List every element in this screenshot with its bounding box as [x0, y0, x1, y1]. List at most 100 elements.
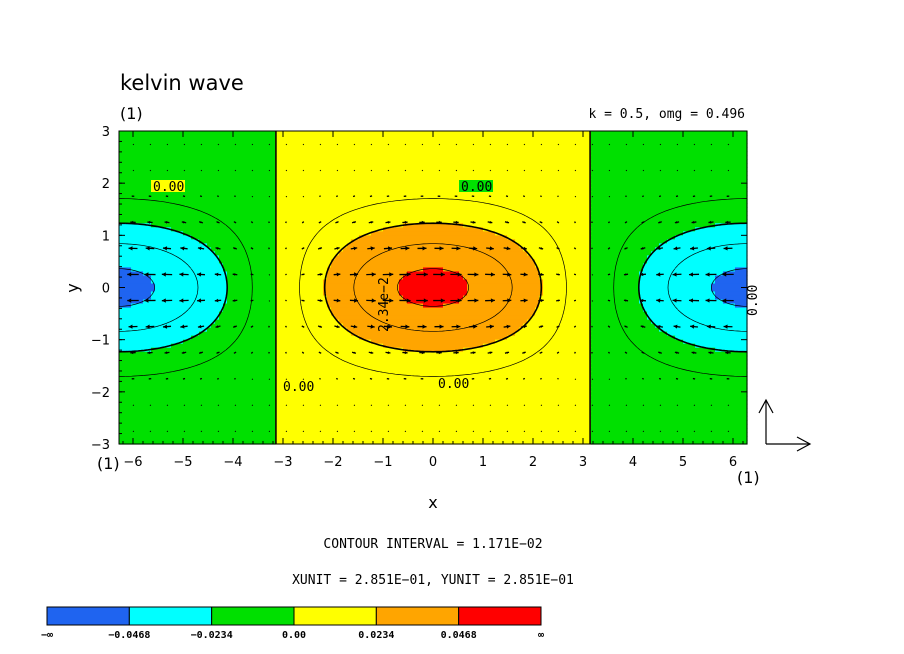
vector-arrow: [421, 430, 424, 433]
vector-arrow: [471, 377, 475, 380]
vector-arrow: [336, 430, 339, 433]
contour-fill-cell: [143, 299, 228, 305]
contour-fill-cell: [591, 255, 648, 261]
contour-fill-cell: [403, 347, 464, 353]
vector-arrow: [658, 351, 662, 354]
vector-arrow: [705, 298, 717, 303]
contour-fill-cell: [119, 391, 276, 397]
contour-fill-cell: [275, 251, 340, 256]
vector-arrow: [369, 377, 373, 380]
vector-arrow: [182, 377, 186, 380]
vector-arrow: [179, 272, 189, 277]
vector-arrow: [433, 298, 445, 303]
vector-arrow: [659, 169, 662, 172]
contour-fill-cell: [591, 423, 748, 429]
vector-arrow: [438, 430, 441, 433]
vector-arrow: [521, 246, 527, 250]
vector-arrow: [268, 274, 271, 276]
vector-arrow: [607, 247, 611, 250]
contour-fill-cell: [535, 263, 592, 269]
contour-fill-cell: [119, 199, 276, 204]
vector-arrow: [216, 377, 220, 380]
contour-fill-cell: [151, 291, 228, 297]
contour-fill-cell: [347, 243, 520, 248]
vector-arrow: [268, 221, 270, 224]
contour-fill-cell: [119, 343, 172, 349]
vector-arrow: [705, 272, 717, 277]
vector-arrow: [710, 169, 713, 172]
vector-arrow: [268, 404, 271, 407]
vector-arrow: [709, 377, 713, 380]
vector-arrow: [591, 430, 594, 433]
vector-arrow: [538, 325, 544, 328]
contour-fill-cell: [399, 291, 468, 297]
contour-fill-cell: [591, 187, 748, 192]
vector-arrow: [404, 169, 407, 172]
contour-fill-cell: [695, 343, 748, 349]
contour-fill-cell: [119, 247, 212, 252]
contour-fill-cell: [591, 419, 748, 425]
contour-fill-cell: [211, 247, 276, 252]
vector-arrow: [523, 430, 526, 433]
x-tick-label: −4: [223, 455, 242, 470]
contour-fill-cell: [327, 267, 424, 273]
contour-fill-cell: [591, 147, 748, 152]
vector-arrow: [591, 169, 594, 172]
contour-fill-cell: [591, 155, 748, 160]
vector-arrow: [676, 169, 679, 172]
vector-arrow: [404, 143, 407, 146]
contour-fill-cell: [323, 287, 400, 293]
contour-fill-cell: [223, 307, 276, 313]
contour-fill-cell: [151, 223, 276, 228]
vector-arrow: [148, 195, 152, 198]
vector-arrow: [503, 246, 511, 251]
vector-arrow: [506, 404, 509, 407]
vector-arrow: [386, 195, 390, 198]
contour-fill-cell: [335, 315, 532, 321]
vector-arrow: [453, 351, 459, 355]
vector-arrow: [180, 246, 188, 251]
contour-fill-cell: [275, 183, 592, 188]
contour-fill-cell: [675, 235, 748, 240]
contour-fill-cell: [119, 435, 276, 441]
contour-fill-cell: [119, 363, 276, 369]
contour-fill-cell: [519, 243, 592, 248]
vector-arrow: [591, 300, 594, 302]
contour-fill-cell: [591, 223, 716, 228]
vector-arrow: [319, 377, 321, 380]
contour-fill-cell: [275, 427, 592, 433]
vector-arrow: [127, 272, 139, 277]
vector-arrow: [145, 246, 155, 251]
vector-arrow: [642, 404, 645, 407]
contour-fill-cell: [527, 251, 592, 256]
vector-arrow: [487, 351, 493, 355]
vector-arrow: [162, 324, 172, 329]
contour-fill-cell: [495, 231, 592, 236]
colorbar: −∞ −0.0468 −0.0234 0.00 0.0234 0.0468 ∞: [41, 606, 544, 641]
contour-fill-cell: [399, 287, 468, 293]
vector-arrow: [335, 221, 339, 224]
vector-arrow: [489, 404, 492, 407]
vector-arrow: [538, 272, 544, 277]
contour-fill-cell: [347, 327, 520, 333]
vector-arrow: [505, 195, 509, 198]
vector-arrow: [352, 195, 356, 198]
contour-fill-cell: [519, 327, 592, 333]
vector-arrow: [385, 351, 391, 355]
vector-arrow: [419, 351, 425, 355]
colorbar-label: −0.0234: [191, 630, 233, 641]
vector-arrow: [557, 404, 560, 407]
contour-fill-cell: [591, 299, 640, 305]
contour-fill-cell: [119, 347, 152, 353]
vector-arrow: [301, 273, 305, 276]
contour-fill-cell: [119, 167, 276, 172]
vector-arrow: [433, 272, 445, 277]
vector-arrow: [674, 221, 680, 224]
vector-arrow: [708, 220, 714, 224]
vector-arrow: [455, 430, 458, 433]
vector-arrow: [234, 195, 236, 198]
contour-fill-cell: [591, 383, 748, 389]
vector-arrow: [436, 351, 442, 355]
vector-arrow: [334, 325, 340, 329]
vector-arrow: [215, 325, 221, 329]
